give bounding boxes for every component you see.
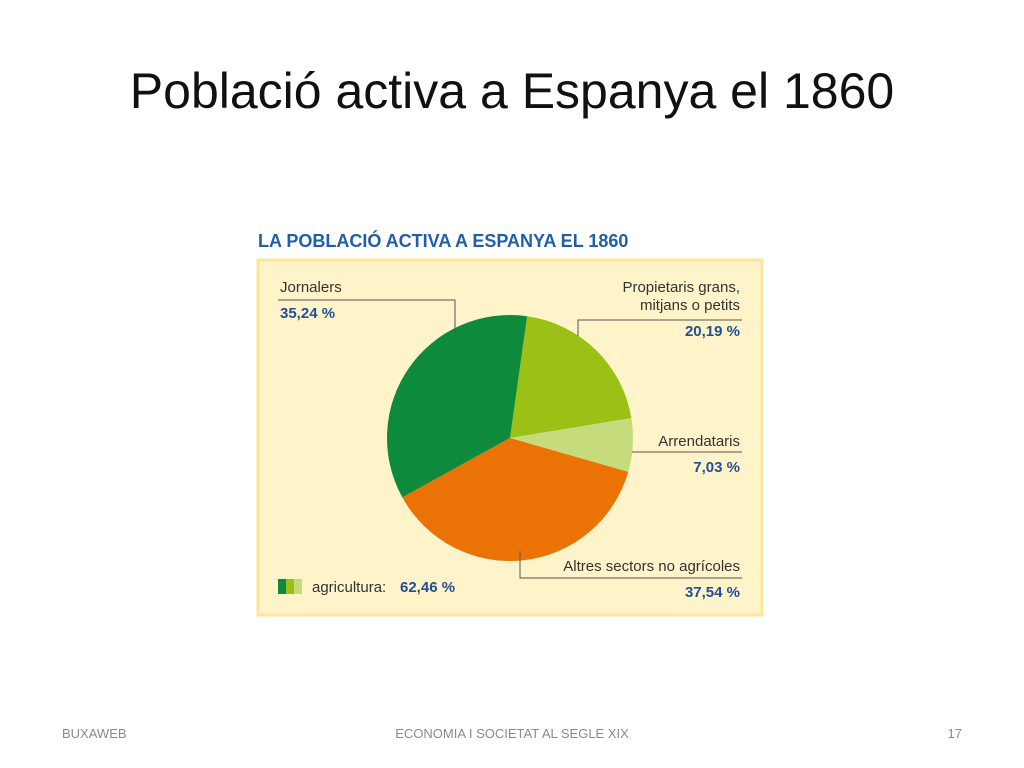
data-label-altres-sectors-no-agricoles: 37,54 % (685, 584, 740, 601)
pie-chart: LA POBLACIÓ ACTIVA A ESPANYA EL 1860 Jor… (256, 230, 764, 617)
pie-slice-altres-sectors-no-agricoles (402, 438, 629, 562)
slice-label-jornalers: Jornalers (280, 279, 342, 296)
slice-label-propietaris-grans-mitjans-o-petits: mitjans o petits (640, 297, 740, 314)
leader-line-jornalers (278, 299, 456, 334)
legend-swatch (286, 579, 294, 594)
slice-label-arrendataris: Arrendataris (658, 433, 740, 450)
chart-title: LA POBLACIÓ ACTIVA A ESPANYA EL 1860 (258, 230, 628, 251)
leader-line-propietaris-grans-mitjans-o-petits (577, 319, 742, 336)
pie-slice-propietaris-grans-mitjans-o-petits (510, 316, 632, 438)
data-label-jornalers: 35,24 % (280, 305, 335, 322)
slide-title: Població activa a Espanya el 1860 (129, 63, 895, 119)
legend-label: agricultura: (312, 579, 386, 596)
data-label-arrendataris: 7,03 % (693, 459, 740, 476)
pie-slice-arrendataris (510, 418, 634, 472)
footer-author: BUXAWEB (62, 726, 127, 741)
legend-value: 62,46 % (400, 579, 455, 596)
data-label-propietaris-grans-mitjans-o-petits: 20,19 % (685, 323, 740, 340)
slice-label-propietaris-grans-mitjans-o-petits: Propietaris grans, (622, 279, 740, 296)
legend-swatch (294, 579, 302, 594)
page-number: 17 (947, 726, 962, 741)
slice-label-altres-sectors-no-agricoles: Altres sectors no agrícoles (563, 558, 740, 575)
leader-line-altres-sectors-no-agricoles (519, 551, 742, 579)
footer-course-title: ECONOMIA I SOCIETAT AL SEGLE XIX (395, 726, 629, 741)
legend-swatch (278, 579, 286, 594)
pie-slice-jornalers (386, 315, 528, 498)
legend: agricultura: 62,46 % (278, 579, 455, 596)
